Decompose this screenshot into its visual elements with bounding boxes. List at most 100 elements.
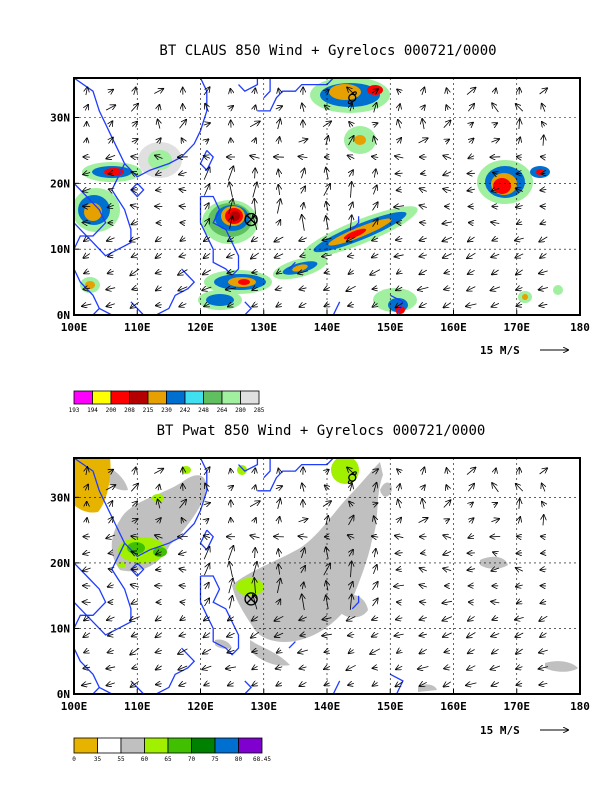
wind-vector xyxy=(396,618,403,620)
wind-vector xyxy=(83,602,91,603)
colorbar-label: 264 xyxy=(217,407,228,414)
wind-vector xyxy=(491,568,500,571)
wind-vector xyxy=(444,303,452,308)
wind-vector xyxy=(83,568,91,571)
wind-vector xyxy=(132,601,138,604)
wind-vector xyxy=(109,501,112,507)
wind-vector xyxy=(422,467,425,475)
wind-vector xyxy=(158,120,160,129)
wind-vector xyxy=(467,484,474,492)
wind-vector xyxy=(109,189,113,190)
wind-vector xyxy=(228,199,233,214)
colorbar-label: 70 xyxy=(188,756,196,763)
wind-vector xyxy=(154,469,163,474)
wind-vector xyxy=(107,683,115,686)
wind-vector xyxy=(83,633,91,637)
wind-vector xyxy=(156,552,162,555)
wind-vector xyxy=(372,536,379,537)
wind-vector xyxy=(229,562,232,578)
wind-vector xyxy=(277,271,281,274)
wind-vector xyxy=(156,271,162,273)
wind-vector xyxy=(227,166,233,181)
wind-vector xyxy=(349,582,352,590)
wind-vector xyxy=(444,288,451,290)
wind-vector xyxy=(443,254,452,258)
wind-vector xyxy=(300,682,307,686)
wind-vector xyxy=(372,582,378,591)
wind-vector xyxy=(325,651,330,653)
x-tick-label: 130E xyxy=(251,321,278,334)
wind-vector xyxy=(516,206,523,208)
colorbar-label: 80 xyxy=(235,756,243,763)
wind-vector xyxy=(323,184,330,196)
wind-vector xyxy=(254,138,256,143)
wind-vector xyxy=(516,188,523,191)
gyre-marker-cross xyxy=(246,214,256,225)
wind-vector xyxy=(445,140,449,142)
wind-vector xyxy=(517,222,522,224)
colorbar-swatch xyxy=(221,390,241,405)
colorbar-swatch xyxy=(110,390,130,405)
wind-vector xyxy=(178,666,188,670)
wind-vector xyxy=(204,184,209,196)
wind-vector xyxy=(250,535,260,538)
wind-vector xyxy=(348,136,354,146)
wind-vector xyxy=(156,569,162,570)
wind-vector xyxy=(203,87,210,96)
wind-vector xyxy=(372,599,378,607)
wind-vector xyxy=(373,503,378,505)
wind-vector xyxy=(493,173,497,175)
wind-vector xyxy=(301,548,304,559)
wind-vector xyxy=(131,104,138,112)
x-tick-label: 170E xyxy=(504,321,531,334)
y-tick-label: 0N xyxy=(57,309,70,322)
wind-vector xyxy=(302,104,304,112)
colorbar-swatch xyxy=(240,390,260,405)
wind-vector xyxy=(106,535,116,538)
wind-vector xyxy=(278,549,279,557)
wind-vector xyxy=(131,585,139,588)
wind-vector xyxy=(130,268,140,275)
wind-vector xyxy=(108,470,113,473)
colorbar-label: 0 xyxy=(72,756,76,763)
wind-vector xyxy=(469,223,474,224)
wind-vector xyxy=(249,121,260,128)
x-tick-label: 160E xyxy=(440,700,467,713)
wind-vector xyxy=(251,252,260,259)
wind-vector xyxy=(467,287,476,291)
wind-vector xyxy=(204,564,209,576)
wind-vector xyxy=(374,169,376,178)
wind-vector xyxy=(277,650,281,653)
panel1-title: BT CLAUS 850 Wind + Gyrelocs 000721/0000 xyxy=(159,43,496,59)
wind-vector xyxy=(539,468,548,475)
wind-vector xyxy=(299,617,307,620)
gyre-marker-cyclone-tail xyxy=(350,471,357,476)
wind-vector xyxy=(227,633,235,636)
wind-vector xyxy=(301,187,305,194)
wind-vector xyxy=(396,173,403,174)
panel1-plot xyxy=(74,78,580,315)
coastline-segment xyxy=(124,78,208,178)
colorbar-swatch xyxy=(92,390,112,405)
wind-vector xyxy=(515,254,524,258)
wind-vector xyxy=(422,119,424,130)
wind-vector xyxy=(154,89,163,94)
wind-vector xyxy=(227,650,235,652)
wind-vector xyxy=(491,254,500,257)
coastline-segment xyxy=(98,686,113,694)
wind-vector xyxy=(421,485,425,489)
gyre-marker-cyclone xyxy=(348,473,357,482)
wind-vector xyxy=(466,468,475,475)
wind-vector xyxy=(278,564,279,575)
wind-vector xyxy=(202,287,212,290)
wind-vector xyxy=(278,517,279,524)
panel1-cloud-field xyxy=(74,78,563,314)
wind-vector xyxy=(540,633,547,637)
wind-vector xyxy=(229,182,232,198)
wind-vector xyxy=(466,304,477,307)
wind-vector xyxy=(276,667,283,669)
wind-vector xyxy=(348,155,355,158)
wind-vector xyxy=(372,157,379,158)
wind-vector xyxy=(276,288,283,290)
wind-vector xyxy=(541,601,547,603)
